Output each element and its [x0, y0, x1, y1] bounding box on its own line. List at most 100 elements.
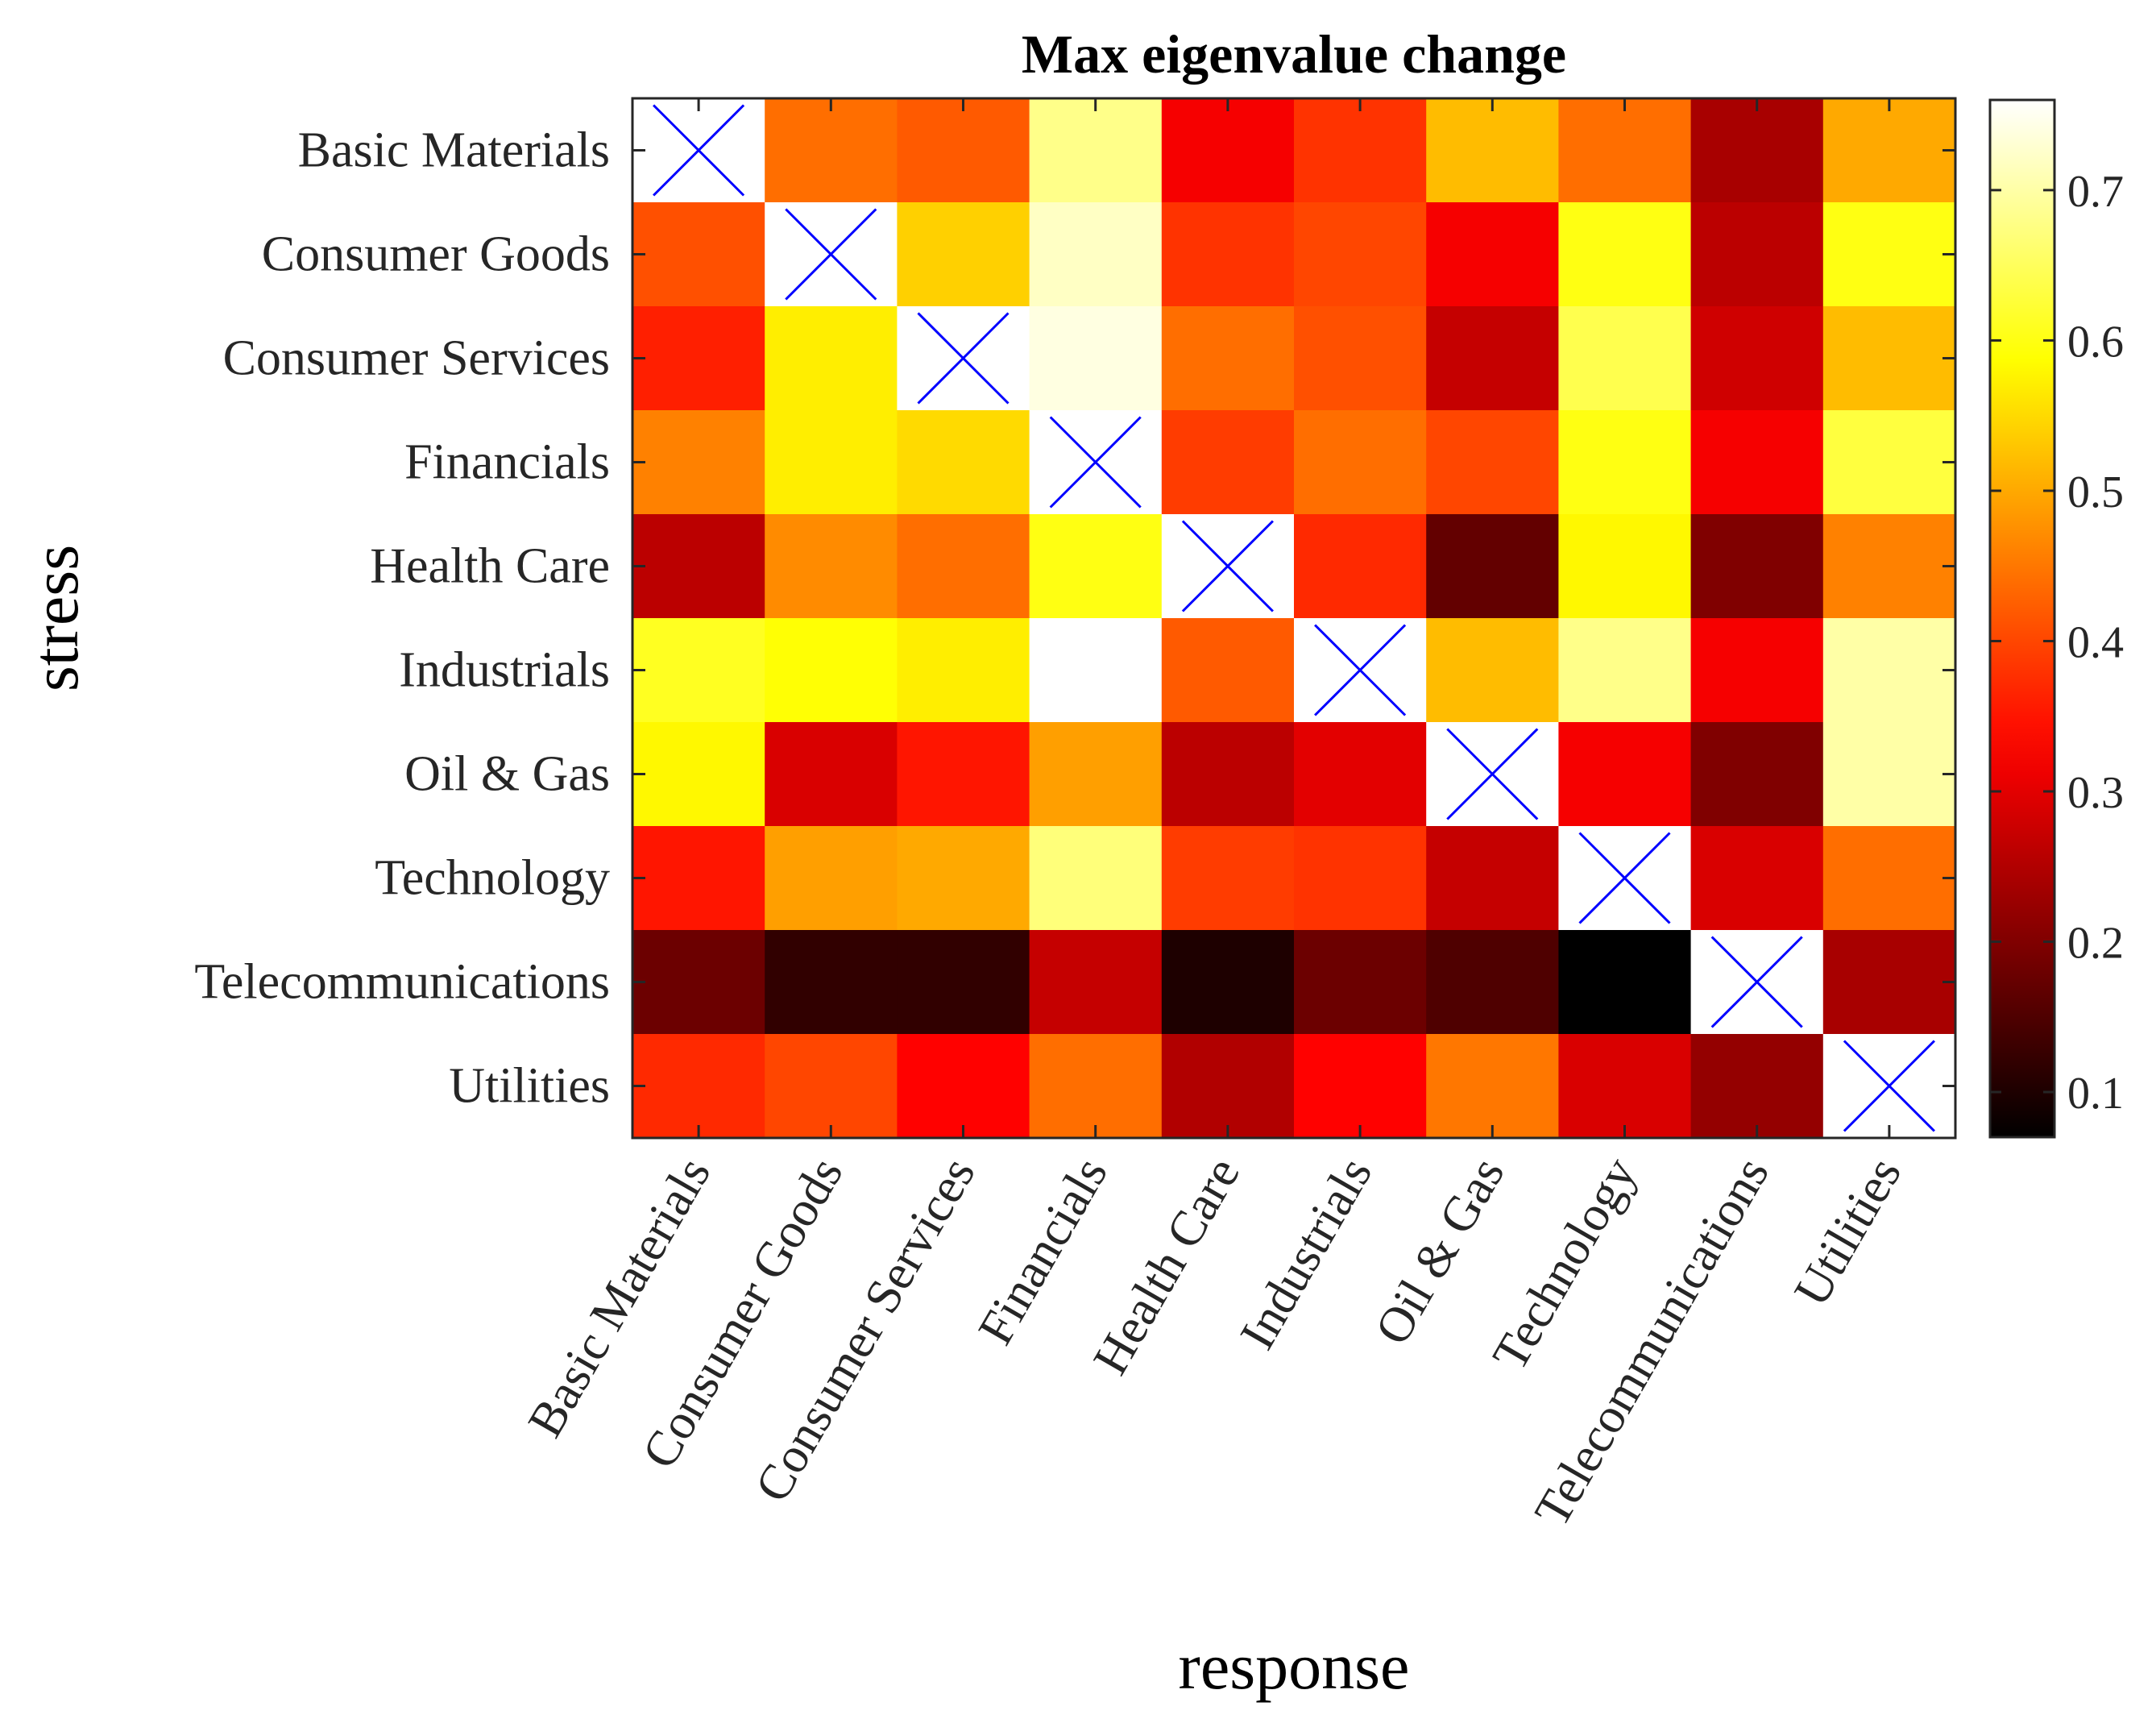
heatmap-cell-health-care-utilities [1822, 514, 1956, 619]
heatmap-cell-financials-consumer-services [897, 410, 1030, 515]
heatmap-cell-consumer-goods-oil-and-gas [1426, 202, 1559, 307]
heatmap-cell-financials-health-care [1161, 410, 1295, 515]
heatmap-cell-basic-materials-telecommunications [1690, 98, 1824, 203]
heatmap-cell-consumer-services-industrials [1294, 306, 1427, 411]
colorbar-fill [1990, 100, 2054, 1137]
heatmap-cell-utilities-consumer-goods [765, 1034, 898, 1139]
colorbar: 0.1 0.2 0.3 0.4 0.5 0.6 0.7 [1988, 98, 2124, 1139]
heatmap-cell-oil-and-gas-consumer-goods [765, 722, 898, 827]
y-tick-label-consumer-goods: Consumer Goods [262, 227, 610, 282]
heatmap-cell-health-care-consumer-goods [765, 514, 898, 619]
heatmap-cell-telecommunications-oil-and-gas [1426, 930, 1559, 1035]
heatmap-cell-industrials-telecommunications [1690, 618, 1824, 723]
heatmap-cell-technology-utilities [1822, 826, 1956, 931]
chart-title: Max eigenvalue change [1022, 23, 1566, 85]
heatmap-cell-consumer-services-technology [1558, 306, 1692, 411]
heatmap-cell-industrials-health-care [1161, 618, 1295, 723]
x-tick-label-industrials: Industrials [1229, 1148, 1383, 1359]
marker-stroke [1710, 936, 1803, 1028]
x-tick-label-financials: Financials [968, 1148, 1118, 1354]
marker-stroke [1314, 624, 1407, 716]
heatmap-cell-financials-consumer-goods [765, 410, 898, 515]
y-tick-label-oil-and-gas: Oil & Gas [404, 747, 610, 802]
heatmap-cell-consumer-services-health-care [1161, 306, 1295, 411]
heatmap-cell-health-care-industrials [1294, 514, 1427, 619]
y-tick-label-consumer-services: Consumer Services [223, 331, 610, 386]
x-tick-label-utilities: Utilities [1784, 1148, 1912, 1315]
x-tick-label-oil-and-gas: Oil & Gas [1365, 1148, 1515, 1354]
diagonal-x-marker [1181, 520, 1274, 612]
heatmap-cell-industrials-oil-and-gas [1426, 618, 1559, 723]
heatmap-cell-health-care-telecommunications [1690, 514, 1824, 619]
heatmap-cell-industrials-technology [1558, 618, 1692, 723]
heatmap-cell-telecommunications-consumer-services [897, 930, 1030, 1035]
heatmap-cell-technology-consumer-goods [765, 826, 898, 931]
heatmap-cell-technology-industrials [1294, 826, 1427, 931]
heatmap-cell-consumer-goods-technology [1558, 202, 1692, 307]
heatmap-cell-financials-basic-materials [632, 410, 765, 515]
x-tick-label-telecommunications: Telecommunications [1524, 1148, 1780, 1536]
colorbar-tick-label: 0.6 [2067, 317, 2124, 367]
heatmap-cell-technology-financials [1029, 826, 1163, 931]
heatmap-cell-consumer-goods-consumer-services [897, 202, 1030, 307]
heatmap-cell-consumer-services-financials [1029, 306, 1163, 411]
heatmap-cell-financials-oil-and-gas [1426, 410, 1559, 515]
colorbar-tick-label: 0.3 [2067, 768, 2124, 818]
heatmap-cell-utilities-health-care [1161, 1034, 1295, 1139]
heatmap-cell-basic-materials-oil-and-gas [1426, 98, 1559, 203]
diagonal-x-marker [1314, 624, 1407, 716]
heatmap-cell-basic-materials-consumer-goods [765, 98, 898, 203]
marker-stroke [1446, 728, 1539, 820]
diagonal-x-marker [1843, 1040, 1935, 1132]
marker-stroke [1181, 520, 1274, 612]
heatmap-cell-utilities-oil-and-gas [1426, 1034, 1559, 1139]
heatmap-cell-utilities-technology [1558, 1034, 1692, 1139]
heatmap-cell-health-care-technology [1558, 514, 1692, 619]
heatmap-cell-consumer-goods-utilities [1822, 202, 1956, 307]
heatmap-cell-consumer-goods-health-care [1161, 202, 1295, 307]
colorbar-frame [1988, 98, 2056, 1139]
heatmap-cell-oil-and-gas-industrials [1294, 722, 1427, 827]
heatmap-cell-technology-telecommunications [1690, 826, 1824, 931]
colorbar-tick-label: 0.4 [2067, 617, 2124, 667]
marker-stroke [917, 312, 1010, 405]
heatmap-cell-industrials-basic-materials [632, 618, 765, 723]
x-axis-label: response [1179, 1630, 1410, 1703]
heatmap-cell-industrials-financials [1029, 618, 1163, 723]
heatmap-cell-health-care-oil-and-gas [1426, 514, 1559, 619]
heatmap-cell-consumer-services-utilities [1822, 306, 1956, 411]
heatmap-cell-consumer-goods-telecommunications [1690, 202, 1824, 307]
diagonal-x-marker [1578, 832, 1671, 924]
heatmap-cell-financials-industrials [1294, 410, 1427, 515]
plot-frame [631, 97, 1957, 1140]
heatmap-cell-consumer-services-basic-materials [632, 306, 765, 411]
heatmap-cell-telecommunications-technology [1558, 930, 1692, 1035]
heatmap-cell-telecommunications-industrials [1294, 930, 1427, 1035]
heatmap-cell-industrials-consumer-goods [765, 618, 898, 723]
heatmap-cell-oil-and-gas-financials [1029, 722, 1163, 827]
y-tick-label-health-care: Health Care [370, 539, 610, 594]
colorbar-tick-label: 0.5 [2067, 467, 2124, 517]
heatmap-cell-oil-and-gas-technology [1558, 722, 1692, 827]
y-tick-label-industrials: Industrials [399, 643, 610, 698]
colorbar-ticks: 0.1 0.2 0.3 0.4 0.5 0.6 0.7 [1990, 167, 2124, 1119]
heatmap-cell-technology-consumer-services [897, 826, 1030, 931]
marker-stroke [785, 208, 877, 301]
diagonal-x-marker [917, 312, 1010, 405]
heatmap-cell-oil-and-gas-utilities [1822, 722, 1956, 827]
heatmap-cell-financials-telecommunications [1690, 410, 1824, 515]
heatmap-cell-consumer-goods-industrials [1294, 202, 1427, 307]
colorbar-tick-label: 0.1 [2067, 1069, 2124, 1119]
y-tick-label-utilities: Utilities [449, 1059, 610, 1114]
heatmap-cell-basic-materials-technology [1558, 98, 1692, 203]
heatmap-cell-health-care-consumer-services [897, 514, 1030, 619]
y-axis-label: stress [19, 545, 92, 691]
diagonal-markers [653, 104, 1935, 1132]
heatmap-cell-oil-and-gas-consumer-services [897, 722, 1030, 827]
heatmap-cell-industrials-utilities [1822, 618, 1956, 723]
heatmap-cell-telecommunications-basic-materials [632, 930, 765, 1035]
heatmap-cells [632, 98, 1956, 1139]
heatmap-cell-health-care-basic-materials [632, 514, 765, 619]
y-tick-label-telecommunications: Telecommunications [194, 955, 610, 1010]
